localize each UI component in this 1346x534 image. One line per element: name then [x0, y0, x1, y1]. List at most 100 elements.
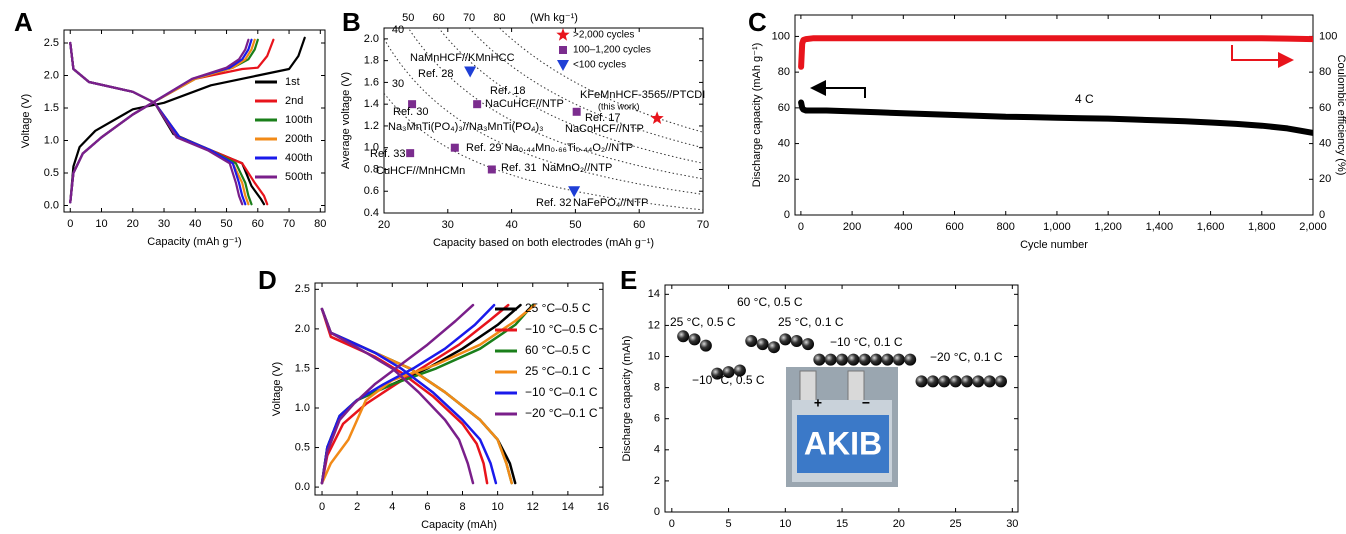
data-point — [960, 375, 973, 388]
energy-contour — [438, 28, 703, 164]
point-label: KFeMnHCF-3565//PTCDI — [580, 89, 705, 101]
legend-label: 100–1,200 cycles — [573, 45, 651, 56]
data-point — [722, 366, 735, 379]
y-tick-label: 0.8 — [364, 163, 379, 175]
x-tick-label: 1,200 — [1094, 221, 1122, 233]
y-tick-label: 2.5 — [295, 283, 310, 295]
y-tick-label: 14 — [648, 288, 660, 300]
x-tick-label: 70 — [283, 218, 295, 230]
data-line — [320, 303, 498, 485]
y-axis-label: Voltage (V) — [271, 362, 283, 416]
x-tick-label: 0 — [669, 518, 675, 530]
point-label: (this work) — [598, 101, 640, 111]
legend-label: 60 °C–0.5 C — [525, 343, 591, 357]
data-point — [972, 375, 985, 388]
y2-tick-label: 100 — [1319, 30, 1337, 42]
y-tick-label: 40 — [778, 137, 790, 149]
x-tick-label: 70 — [697, 219, 709, 231]
contour-label: 60 — [433, 12, 445, 24]
y-tick-label: 8 — [654, 382, 660, 394]
x-tick-label: 60 — [633, 219, 645, 231]
point-label: Ref. 31 — [501, 162, 536, 174]
data-point — [699, 339, 712, 352]
y-tick-label: 1.2 — [364, 120, 379, 132]
x-axis-label: Capacity (mAh) — [421, 519, 497, 531]
y-tick-label: 1.0 — [364, 142, 379, 154]
plot-frame — [664, 284, 1019, 513]
x-tick-label: 25 — [949, 518, 961, 530]
legend-label: 25 °C–0.5 C — [525, 301, 591, 315]
data-point — [949, 375, 962, 388]
energy-contour — [498, 28, 703, 133]
inset-plus: + — [814, 395, 822, 411]
x-tick-label: 20 — [893, 518, 905, 530]
x-tick-label: 1,000 — [1043, 221, 1071, 233]
data-point — [790, 334, 803, 347]
panel-letter: D — [258, 265, 277, 295]
x-tick-label: 4 — [389, 501, 395, 513]
point-label: NaMnHCF//KMnHCC — [410, 52, 515, 64]
x-tick-label: 0 — [319, 501, 325, 513]
data-point — [650, 111, 664, 124]
x-tick-label: 60 — [252, 218, 264, 230]
x-tick-label: 8 — [459, 501, 465, 513]
annotation: 4 C — [1075, 92, 1094, 106]
arrows — [810, 45, 1294, 98]
data-point — [824, 353, 837, 366]
y-tick-label: 0 — [784, 209, 790, 221]
y-tick-label: 100 — [772, 30, 790, 42]
data-point — [406, 149, 415, 158]
data-point — [938, 375, 951, 388]
data-line — [69, 38, 253, 206]
plot-frame — [383, 27, 704, 214]
arrow-right — [1231, 45, 1294, 68]
contour-label: 50 — [402, 12, 414, 24]
x-tick-label: 1,800 — [1248, 221, 1276, 233]
y-tick-label: 0.5 — [295, 441, 310, 453]
y-tick-label: 1.4 — [364, 98, 379, 110]
x-tick-label: 6 — [424, 501, 430, 513]
x-tick-label: 14 — [562, 501, 574, 513]
x-tick-label: 40 — [189, 218, 201, 230]
point-label: Ref. 18 — [490, 85, 525, 97]
y-tick-label: 2 — [654, 475, 660, 487]
x-tick-label: 40 — [505, 219, 517, 231]
data-point — [450, 143, 459, 152]
legend-label: −20 °C–0.1 C — [525, 406, 598, 420]
y-tick-label: 80 — [778, 66, 790, 78]
point-label: Ref. 29 Na₀.₄₄Mn₀.₆₆Ti₀.₄₄O₂//NTP — [466, 142, 633, 154]
x-tick-label: 30 — [158, 218, 170, 230]
data-line — [798, 99, 1313, 136]
energy-contour — [384, 38, 703, 195]
y-tick-label: 6 — [654, 413, 660, 425]
data-point — [994, 375, 1007, 388]
data-point — [813, 353, 826, 366]
x-tick-label: 2,000 — [1299, 221, 1327, 233]
y-axis-label: Discharge capacity (mAh g⁻¹) — [751, 43, 763, 188]
x-tick-label: 16 — [597, 501, 609, 513]
data-point — [915, 375, 928, 388]
annotation: 60 °C, 0.5 C — [737, 295, 803, 309]
y-tick-label: 1.5 — [295, 362, 310, 374]
y-tick-label: 0.4 — [364, 207, 379, 219]
y-tick-label: 1.5 — [44, 102, 59, 114]
x-axis-label: Cycle number — [1020, 239, 1088, 251]
data-point — [568, 186, 581, 198]
x-tick-label: 1,400 — [1146, 221, 1174, 233]
y-tick-label: 60 — [778, 102, 790, 114]
data-point — [677, 330, 690, 343]
annotation: 25 °C, 0.5 C — [670, 315, 736, 329]
y-tick-label: 1.0 — [44, 134, 59, 146]
data-point — [858, 353, 871, 366]
y2-tick-label: 20 — [1319, 173, 1331, 185]
y-tick-label: 10 — [648, 350, 660, 362]
data-point — [983, 375, 996, 388]
data-point — [688, 333, 701, 346]
legend-label: 200th — [285, 133, 313, 145]
point-label: NaCuHCF//NTP — [485, 98, 564, 110]
legend-marker — [556, 28, 570, 41]
y2-axis-label: Coulombic efficiency (%) — [1335, 55, 1346, 176]
x-tick-label: 15 — [836, 518, 848, 530]
energy-contour — [384, 92, 703, 211]
panel-letter: B — [342, 7, 361, 37]
